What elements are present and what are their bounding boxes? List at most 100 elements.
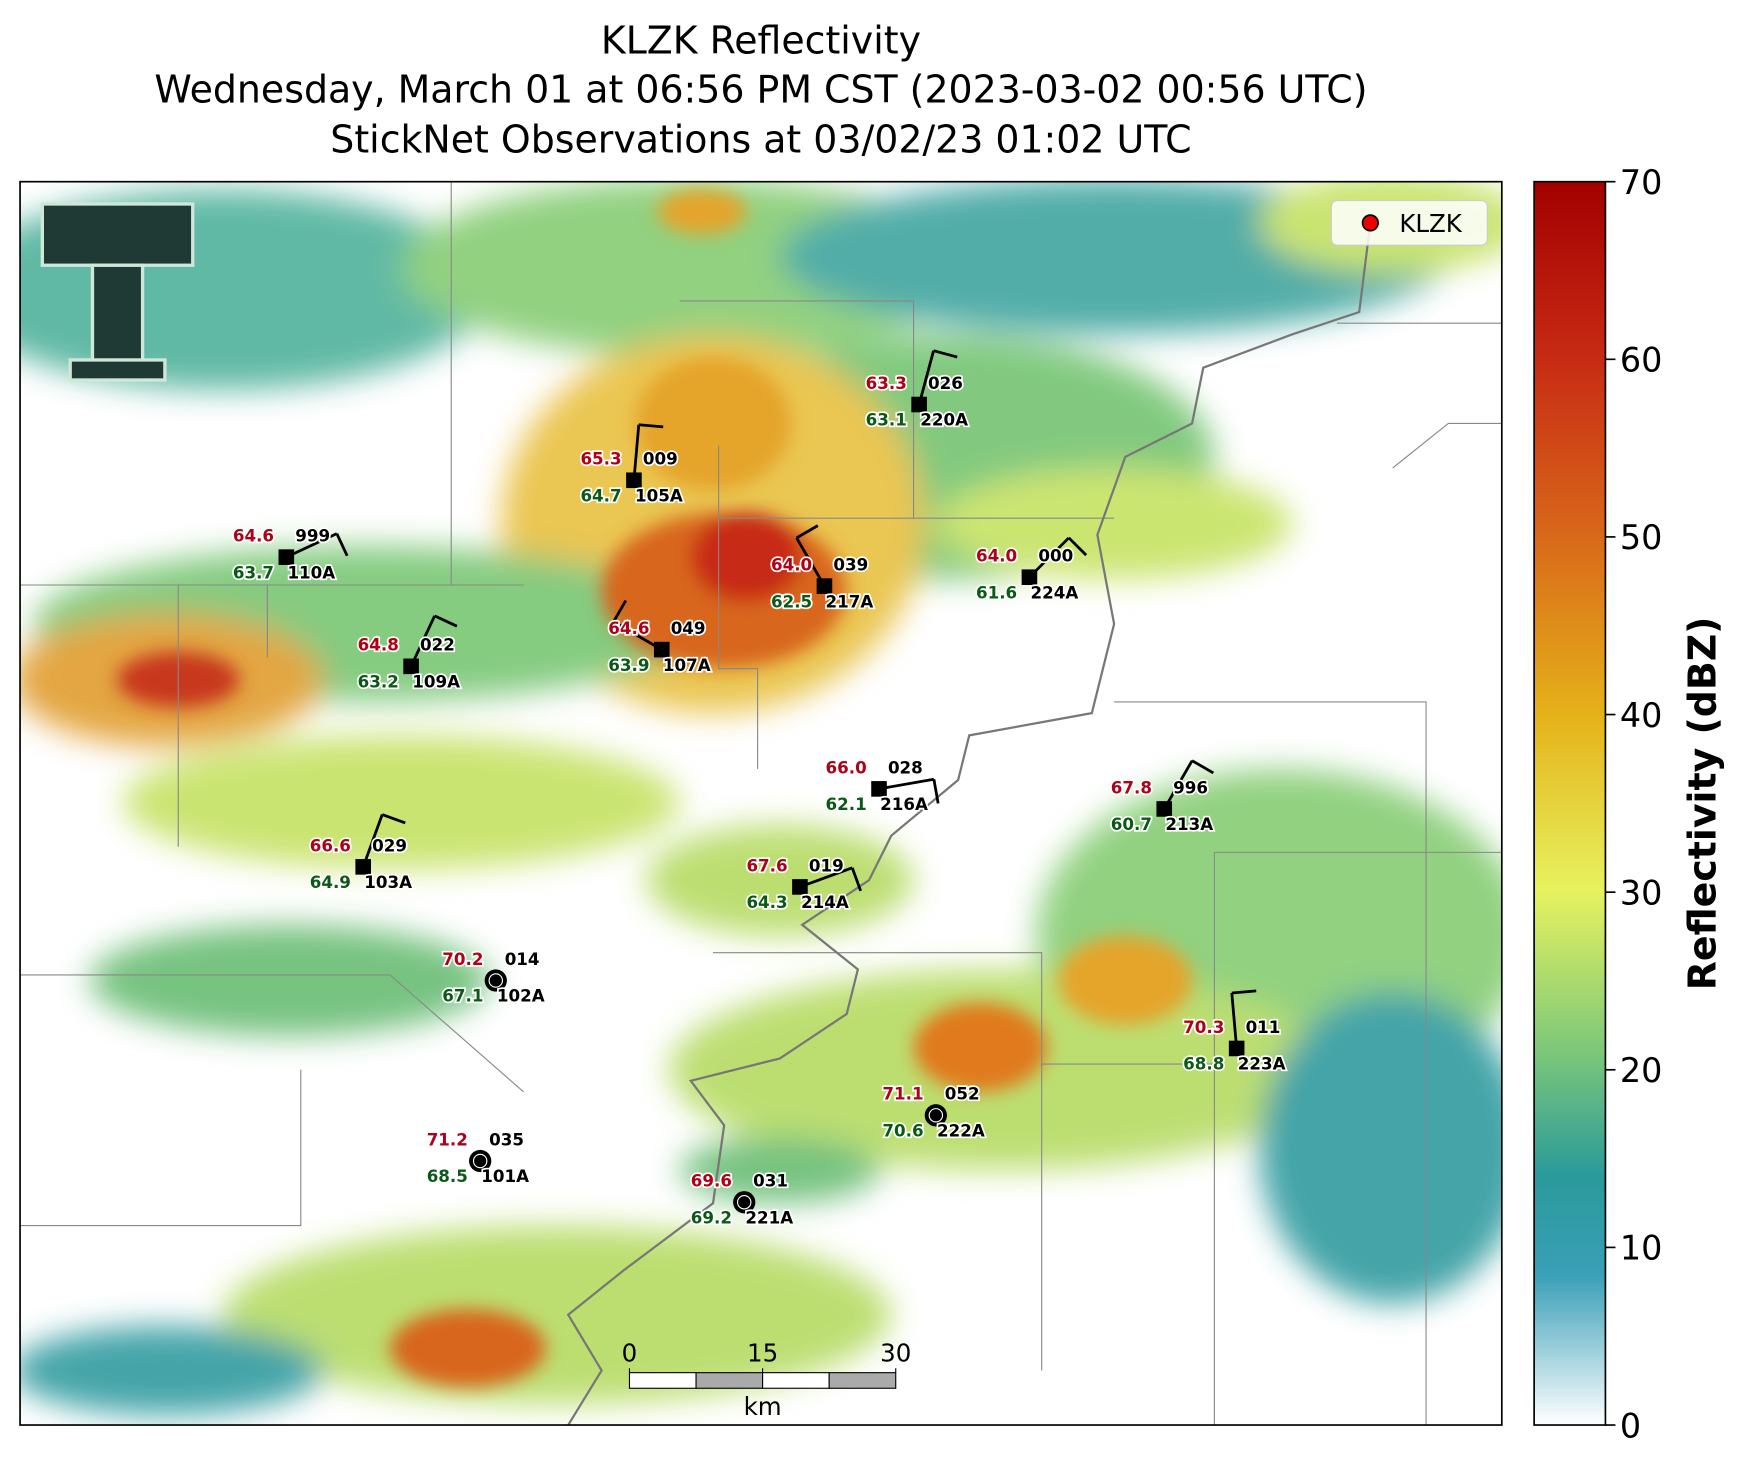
station-id: 102A bbox=[497, 986, 545, 1006]
title-line: KLZK Reflectivity bbox=[601, 19, 921, 63]
station-marker bbox=[469, 1149, 492, 1173]
pressure: 039 bbox=[833, 555, 868, 575]
wind-barb bbox=[917, 350, 935, 405]
dewpoint: 64.3 bbox=[746, 892, 787, 912]
wind-barb bbox=[1163, 759, 1194, 810]
dewpoint: 63.2 bbox=[358, 671, 399, 691]
temperature: 63.3 bbox=[866, 373, 907, 393]
station-marker bbox=[484, 969, 507, 992]
station-id: 216A bbox=[880, 794, 928, 814]
county-lines bbox=[20, 181, 1502, 1426]
station-id: 217A bbox=[826, 591, 874, 611]
pressure: 009 bbox=[643, 449, 678, 469]
scale-segment bbox=[828, 1372, 897, 1389]
station-id: 101A bbox=[481, 1166, 529, 1186]
map-frame bbox=[19, 180, 1503, 1426]
station-marker bbox=[1156, 801, 1173, 817]
logo bbox=[40, 202, 195, 382]
dewpoint: 63.9 bbox=[608, 655, 649, 675]
scale-tick-label: 0 bbox=[622, 1339, 638, 1368]
station-marker bbox=[792, 879, 808, 895]
dewpoint: 70.6 bbox=[882, 1120, 923, 1140]
station-marker bbox=[911, 396, 927, 413]
station-marker bbox=[733, 1191, 756, 1214]
scale-segment bbox=[762, 1372, 830, 1389]
stations: 64.6 999 63.7 110A 65.3 009 64.7 105A 63.3 026 63.… bbox=[231, 349, 1287, 1229]
pressure: 022 bbox=[420, 635, 455, 655]
dewpoint: 61.6 bbox=[976, 582, 1017, 602]
wind-barb-flag bbox=[795, 524, 819, 540]
station-marker bbox=[871, 781, 887, 797]
station-marker bbox=[626, 472, 642, 489]
wind-barb-flag bbox=[1191, 759, 1215, 775]
dewpoint: 64.9 bbox=[310, 872, 351, 892]
station-marker bbox=[355, 859, 371, 875]
dewpoint: 67.1 bbox=[442, 986, 483, 1006]
temperature: 66.6 bbox=[310, 835, 351, 855]
dewpoint: 68.8 bbox=[1183, 1054, 1224, 1074]
wind-barb-flag bbox=[932, 778, 940, 804]
colorbar-tick-label: 60 bbox=[1620, 341, 1663, 380]
pressure: 996 bbox=[1173, 777, 1208, 797]
station-id: 214A bbox=[801, 892, 849, 912]
temperature: 67.8 bbox=[1111, 777, 1152, 797]
wind-barb bbox=[878, 777, 935, 791]
legend-label: KLZK bbox=[1399, 209, 1462, 238]
temperature: 71.2 bbox=[427, 1129, 468, 1149]
pressure: 999 bbox=[295, 526, 330, 546]
dewpoint: 63.7 bbox=[233, 562, 274, 582]
wind-barb-flag bbox=[933, 349, 958, 359]
title-line: StickNet Observations at 03/02/23 01:02 … bbox=[330, 118, 1191, 162]
dewpoint: 64.7 bbox=[580, 485, 621, 505]
temperature: 65.3 bbox=[580, 449, 621, 469]
scale-segment bbox=[695, 1372, 764, 1389]
temperature: 64.6 bbox=[233, 526, 274, 546]
station-id: 223A bbox=[1238, 1054, 1286, 1074]
pressure: 000 bbox=[1038, 546, 1073, 566]
colorbar-tick-label: 30 bbox=[1620, 873, 1663, 912]
scale-tick-label: 30 bbox=[880, 1339, 911, 1368]
pressure: 049 bbox=[671, 618, 706, 638]
pressure: 052 bbox=[945, 1084, 980, 1104]
temperature: 64.6 bbox=[608, 618, 649, 638]
colorbar-tick-label: 50 bbox=[1620, 518, 1663, 557]
calm-ring bbox=[928, 1108, 944, 1123]
calm-ring bbox=[488, 973, 504, 988]
temperature: 67.6 bbox=[746, 855, 787, 875]
pressure: 029 bbox=[372, 835, 407, 855]
dewpoint: 69.2 bbox=[691, 1207, 732, 1227]
temperature: 70.2 bbox=[442, 949, 483, 969]
station-marker bbox=[653, 641, 670, 658]
station-id: 109A bbox=[412, 671, 460, 691]
wind-barb-flag bbox=[850, 867, 862, 892]
station-marker bbox=[1021, 569, 1038, 585]
station-id: 107A bbox=[663, 655, 711, 675]
temperature: 64.0 bbox=[771, 555, 812, 575]
scale-tick-label: 15 bbox=[747, 1339, 778, 1368]
temperature: 71.1 bbox=[882, 1084, 923, 1104]
dewpoint: 68.5 bbox=[427, 1166, 468, 1186]
temperature: 64.8 bbox=[358, 635, 399, 655]
pressure: 014 bbox=[505, 949, 540, 969]
colorbar-tick-label: 40 bbox=[1620, 696, 1663, 735]
station-marker bbox=[278, 549, 295, 565]
wind-barb bbox=[795, 537, 826, 587]
dewpoint: 62.5 bbox=[771, 591, 812, 611]
station-id: 103A bbox=[364, 872, 412, 892]
pressure: 028 bbox=[888, 757, 923, 777]
wind-barb-flag bbox=[434, 614, 458, 628]
wind-barb-flag bbox=[1231, 989, 1257, 995]
radar-field bbox=[20, 181, 1502, 1426]
station-id: 220A bbox=[920, 410, 968, 430]
station-marker bbox=[924, 1104, 947, 1127]
scale-segment bbox=[628, 1372, 697, 1389]
colorbar-label: Reflectivity (dBZ) bbox=[1681, 617, 1725, 991]
title-line: Wednesday, March 01 at 06:56 PM CST (202… bbox=[154, 68, 1367, 112]
station-id: 213A bbox=[1165, 814, 1213, 834]
dewpoint: 60.7 bbox=[1111, 814, 1152, 834]
dewpoint: 63.1 bbox=[866, 410, 907, 430]
colorbar-tick-label: 70 bbox=[1620, 163, 1663, 202]
pressure: 035 bbox=[489, 1129, 524, 1149]
legend: KLZK bbox=[1330, 200, 1488, 246]
